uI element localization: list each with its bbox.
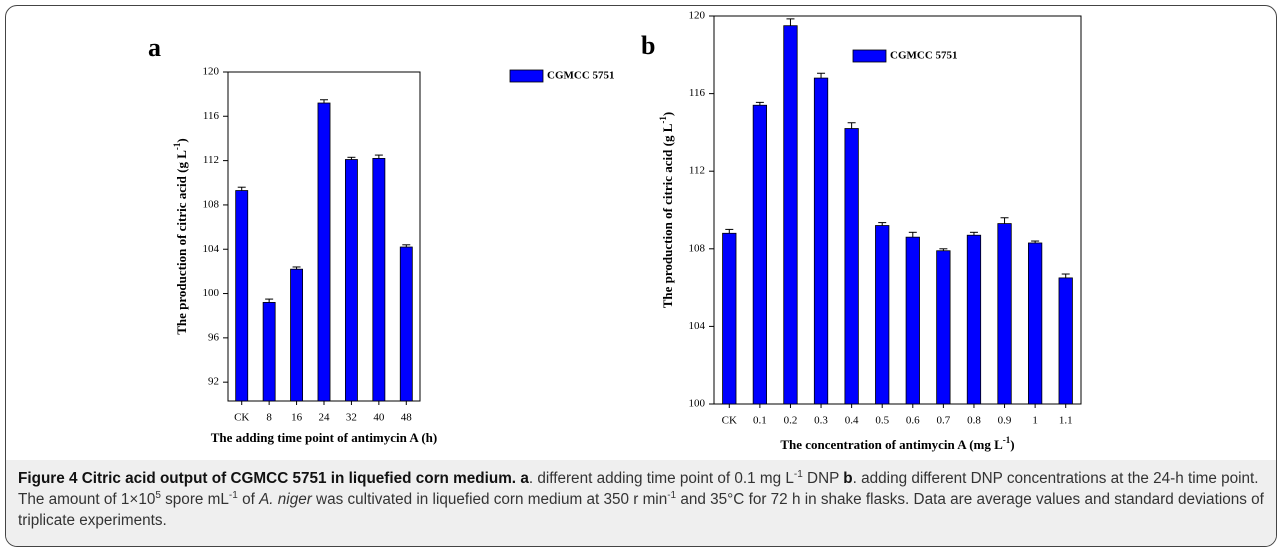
caption-text: was cultivated in liquefied corn medium … — [311, 491, 668, 508]
legend-label: CGMCC 5751 — [547, 70, 615, 82]
x-tick-label: 0.5 — [875, 415, 889, 427]
x-tick-label: 0.8 — [967, 415, 981, 427]
x-tick-label: 16 — [291, 412, 303, 424]
bar — [1027, 242, 1043, 405]
x-tick-label: 0.9 — [998, 415, 1012, 427]
legend-swatch — [509, 69, 544, 83]
y-tick-label: 104 — [689, 320, 706, 332]
legend-label: CGMCC 5751 — [890, 50, 958, 62]
x-tick-label: 8 — [266, 412, 272, 424]
x-axis-title-part: The concentration of antimycin A (mg L — [780, 437, 1003, 452]
caption-text: -1 — [667, 489, 677, 501]
bar — [1058, 277, 1073, 405]
y-tick-label: 104 — [203, 243, 220, 255]
y-tick-label: 112 — [203, 154, 219, 166]
caption-text: DNP — [802, 470, 844, 487]
x-axis-title: The concentration of antimycin A (mg L-1… — [780, 435, 1014, 452]
y-axis-title-part: -1 — [172, 142, 182, 150]
legend-swatch — [852, 49, 887, 63]
y-tick-label: 120 — [203, 66, 220, 78]
bar — [905, 236, 920, 405]
x-axis-title: The adding time point of antimycin A (h) — [211, 430, 437, 445]
x-tick-label: 24 — [319, 412, 331, 424]
x-tick-label: 1.1 — [1059, 415, 1073, 427]
caption-text: a — [520, 470, 529, 487]
bar — [997, 223, 1012, 405]
bar — [844, 128, 859, 405]
x-tick-label: 0.6 — [906, 415, 920, 427]
bar — [875, 225, 890, 405]
y-tick-label: 116 — [203, 110, 220, 122]
x-tick-label: CK — [722, 415, 737, 427]
x-tick-label: 48 — [401, 412, 413, 424]
y-axis-title: The production of citric acid (g L-1) — [658, 112, 675, 308]
caption-text: . different adding time point of 0.1 mg … — [528, 470, 794, 487]
figure: a 92 96 100 104 108 112 116 120 CK 8 16 24 32 40 48 The … — [5, 5, 1277, 547]
caption-text: -1 — [793, 468, 803, 480]
panel-letter: a — [148, 33, 161, 62]
y-axis-title-part: The production of citric acid (g L — [174, 150, 189, 335]
caption-text: of — [237, 491, 260, 508]
panel-letter: b — [641, 31, 655, 60]
x-axis-title-part: -1 — [1003, 435, 1011, 445]
x-axis-title-part: ) — [1010, 437, 1014, 452]
caption-text: -1 — [228, 489, 238, 501]
bar — [235, 190, 249, 402]
bar — [290, 268, 304, 402]
y-tick-label: 100 — [689, 398, 706, 410]
caption-text: spore mL — [160, 491, 229, 508]
bar — [262, 302, 276, 402]
bar — [966, 234, 982, 405]
bar — [317, 102, 331, 402]
bar — [783, 25, 798, 405]
y-tick-label: 92 — [208, 376, 219, 388]
caption-text: b — [843, 470, 853, 487]
y-tick-label: 120 — [689, 10, 706, 22]
y-tick-label: 100 — [203, 287, 220, 299]
bar — [936, 250, 951, 405]
y-tick-label: 112 — [689, 165, 705, 177]
x-tick-label: CK — [234, 412, 249, 424]
caption-text: and 35°C for 72 h in shake flasks. Data … — [18, 491, 1264, 529]
x-tick-label: 32 — [346, 412, 357, 424]
caption-title: Figure 4 Citric acid output of CGMCC 575… — [18, 470, 517, 487]
y-axis-title-part: The production of citric acid (g L — [660, 123, 675, 308]
x-tick-label: 0.2 — [784, 415, 798, 427]
caption: Figure 4 Citric acid output of CGMCC 575… — [6, 460, 1276, 546]
y-tick-label: 108 — [203, 198, 220, 210]
caption-text: . adding different DNP concentrations at… — [18, 470, 1259, 508]
x-tick-label: 0.1 — [753, 415, 767, 427]
y-axis-title-part: ) — [660, 112, 675, 116]
bar — [399, 246, 413, 402]
x-tick-label: 1 — [1032, 415, 1038, 427]
x-tick-label: 0.3 — [814, 415, 828, 427]
y-axis-title-part: ) — [174, 138, 189, 142]
y-tick-label: 108 — [689, 242, 706, 254]
bar — [344, 159, 358, 402]
y-tick-label: 116 — [689, 87, 706, 99]
bar — [372, 158, 386, 402]
y-axis-title-part: -1 — [658, 116, 668, 124]
plot-frame — [713, 15, 1082, 405]
x-tick-label: 40 — [373, 412, 385, 424]
chart: a 92 96 100 104 108 112 116 120 CK 8 16 24 32 40 48 The … — [148, 10, 1082, 452]
bar — [722, 232, 737, 405]
x-tick-label: 0.7 — [937, 415, 951, 427]
x-tick-label: 0.4 — [845, 415, 859, 427]
bar — [752, 104, 768, 405]
bar — [813, 77, 829, 405]
caption-text: 5 — [155, 489, 161, 501]
y-tick-label: 96 — [208, 331, 220, 343]
y-axis-title: The production of citric acid (g L-1) — [172, 138, 189, 334]
caption-text: A. niger — [259, 491, 312, 508]
